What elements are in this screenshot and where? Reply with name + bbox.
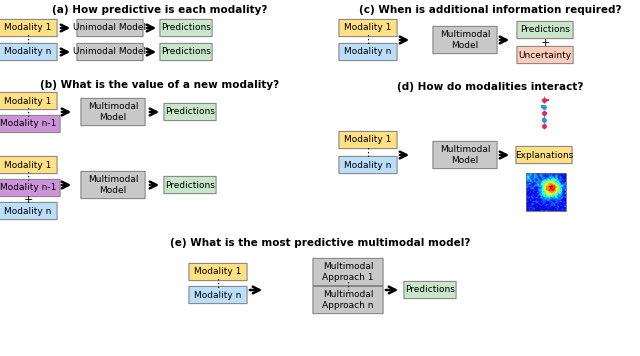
Text: (c) When is additional information required?: (c) When is additional information requi… <box>359 5 621 15</box>
FancyBboxPatch shape <box>544 99 548 101</box>
Text: Modality n: Modality n <box>344 161 392 169</box>
Text: Explanations: Explanations <box>515 151 573 159</box>
FancyBboxPatch shape <box>433 26 497 54</box>
FancyBboxPatch shape <box>339 131 397 148</box>
Text: ⋮: ⋮ <box>22 172 33 182</box>
FancyBboxPatch shape <box>160 43 212 61</box>
FancyBboxPatch shape <box>189 263 247 281</box>
Text: Modality 1: Modality 1 <box>4 23 52 32</box>
FancyBboxPatch shape <box>81 98 145 126</box>
Text: Modality n: Modality n <box>344 47 392 57</box>
FancyBboxPatch shape <box>0 20 57 37</box>
FancyBboxPatch shape <box>164 177 216 194</box>
Text: Multimodal
Model: Multimodal Model <box>88 102 138 122</box>
FancyBboxPatch shape <box>404 282 456 299</box>
FancyBboxPatch shape <box>0 203 57 220</box>
FancyBboxPatch shape <box>433 141 497 169</box>
FancyBboxPatch shape <box>160 20 212 37</box>
Text: ⋮: ⋮ <box>22 35 33 45</box>
Text: Modality n: Modality n <box>4 206 52 215</box>
FancyBboxPatch shape <box>339 20 397 37</box>
Text: Modality 1: Modality 1 <box>4 96 52 105</box>
Text: Modality 1: Modality 1 <box>344 136 392 145</box>
Text: Modality 1: Modality 1 <box>4 161 52 169</box>
FancyBboxPatch shape <box>541 105 544 108</box>
FancyBboxPatch shape <box>516 146 572 163</box>
Text: ⋮: ⋮ <box>362 148 374 158</box>
FancyBboxPatch shape <box>0 43 57 61</box>
FancyBboxPatch shape <box>77 43 143 61</box>
Text: Predictions: Predictions <box>165 180 215 189</box>
Text: +: + <box>23 195 33 205</box>
Text: Modality 1: Modality 1 <box>195 267 242 277</box>
FancyBboxPatch shape <box>339 43 397 61</box>
FancyBboxPatch shape <box>313 258 383 286</box>
Text: Modality n-1: Modality n-1 <box>0 120 56 129</box>
Text: Uncertainty: Uncertainty <box>518 51 572 59</box>
FancyBboxPatch shape <box>164 104 216 121</box>
Text: (d) How do modalities interact?: (d) How do modalities interact? <box>397 82 583 92</box>
FancyBboxPatch shape <box>544 111 547 114</box>
Text: Modality n: Modality n <box>195 290 242 299</box>
FancyBboxPatch shape <box>0 115 60 132</box>
FancyBboxPatch shape <box>0 156 57 174</box>
Text: Predictions: Predictions <box>520 26 570 35</box>
Text: Multimodal
Approach 1: Multimodal Approach 1 <box>323 262 374 282</box>
FancyBboxPatch shape <box>313 287 383 314</box>
Text: Predictions: Predictions <box>405 286 455 294</box>
Text: ⋮: ⋮ <box>212 279 223 289</box>
FancyBboxPatch shape <box>339 156 397 174</box>
Text: (e) What is the most predictive multimodal model?: (e) What is the most predictive multimod… <box>170 238 470 248</box>
FancyBboxPatch shape <box>81 172 145 199</box>
FancyBboxPatch shape <box>517 21 573 38</box>
Text: ⋮: ⋮ <box>342 282 353 292</box>
Text: ⋮: ⋮ <box>22 108 33 118</box>
Text: Predictions: Predictions <box>161 47 211 57</box>
Text: Modality n: Modality n <box>4 47 52 57</box>
FancyBboxPatch shape <box>189 287 247 304</box>
FancyBboxPatch shape <box>541 118 544 121</box>
FancyBboxPatch shape <box>517 46 573 64</box>
Text: Predictions: Predictions <box>161 23 211 32</box>
Text: Unimodal Model: Unimodal Model <box>74 47 147 57</box>
Text: (a) How predictive is each modality?: (a) How predictive is each modality? <box>52 5 268 15</box>
Text: Modality 1: Modality 1 <box>344 23 392 32</box>
FancyBboxPatch shape <box>77 20 143 37</box>
Text: (b) What is the value of a new modality?: (b) What is the value of a new modality? <box>40 80 280 90</box>
FancyBboxPatch shape <box>0 179 60 197</box>
Text: Multimodal
Model: Multimodal Model <box>440 145 490 165</box>
FancyBboxPatch shape <box>544 125 546 127</box>
Text: Predictions: Predictions <box>165 108 215 116</box>
Text: Multimodal
Model: Multimodal Model <box>88 175 138 195</box>
Text: ⋮: ⋮ <box>362 35 374 45</box>
Text: Multimodal
Model: Multimodal Model <box>440 30 490 50</box>
Text: +: + <box>540 38 550 48</box>
Text: Modality n-1: Modality n-1 <box>0 183 56 193</box>
Text: Multimodal
Approach n: Multimodal Approach n <box>323 290 374 310</box>
FancyBboxPatch shape <box>0 93 57 110</box>
Text: Unimodal Model: Unimodal Model <box>74 23 147 32</box>
